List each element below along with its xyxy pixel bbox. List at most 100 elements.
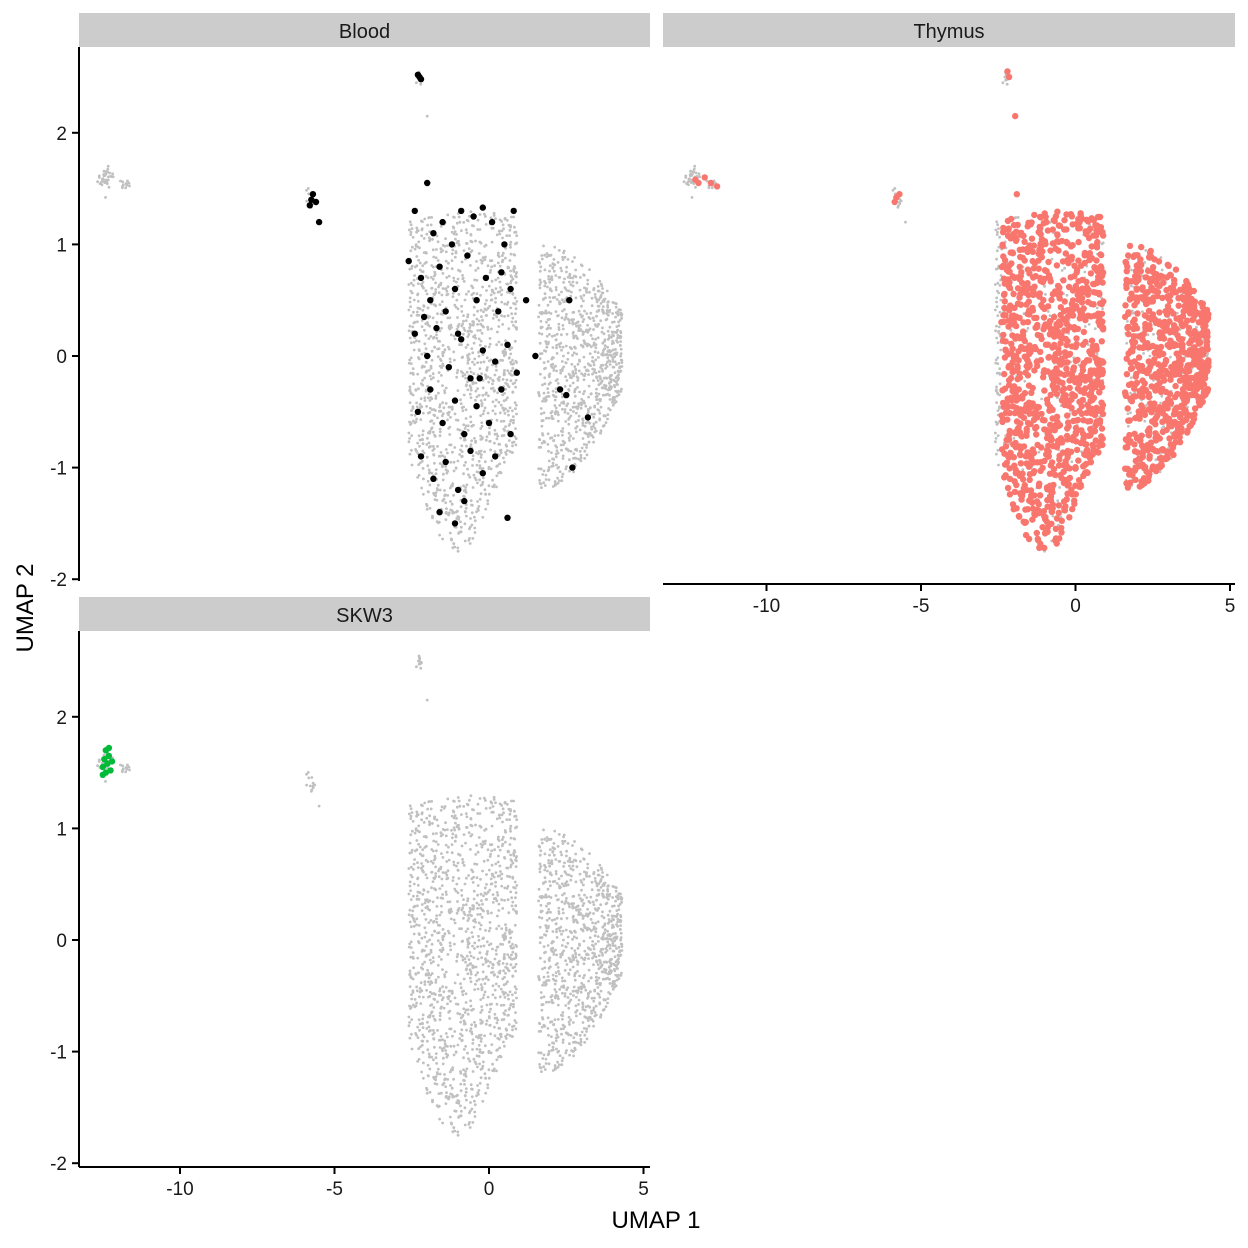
- background-cell-point: [446, 411, 450, 415]
- background-cell-point: [432, 336, 435, 340]
- background-cell-point: [487, 465, 491, 469]
- background-cell-point: [588, 317, 592, 320]
- highlight-cell-point: [1093, 257, 1100, 264]
- background-cell-point: [430, 286, 434, 290]
- background-cell-point: [497, 255, 501, 258]
- background-cell-point: [441, 384, 444, 387]
- background-cell-point: [481, 393, 485, 397]
- highlight-cell-point: [1041, 387, 1048, 394]
- background-cell-point: [457, 242, 461, 246]
- background-cell-point: [609, 380, 613, 384]
- background-cell-point: [546, 342, 550, 346]
- background-cell-point: [479, 293, 482, 297]
- background-cell-point: [616, 391, 619, 394]
- highlight-cell-point: [1013, 481, 1020, 489]
- background-cell-point: [461, 371, 465, 375]
- background-cell-point: [486, 328, 490, 331]
- background-cell-point: [1044, 293, 1047, 296]
- background-cell-point: [416, 320, 419, 324]
- highlight-cell-point: [420, 313, 428, 321]
- highlight-cell-point: [479, 470, 486, 477]
- background-cell-point: [573, 462, 577, 466]
- background-cell-point: [545, 320, 548, 324]
- background-cell-point: [514, 378, 518, 382]
- highlight-points: [306, 71, 592, 527]
- background-cell-point: [546, 285, 549, 289]
- background-cell-point: [590, 412, 594, 416]
- background-cell-point: [571, 405, 575, 409]
- background-cell-point: [551, 262, 555, 266]
- background-cell-point: [472, 341, 476, 345]
- background-cell-point: [425, 455, 429, 459]
- background-cell-point: [465, 370, 469, 374]
- background-cell-point: [514, 312, 517, 316]
- background-cell-point: [617, 324, 621, 327]
- background-cell-point: [619, 347, 623, 351]
- background-cell-point: [463, 539, 467, 543]
- background-cell-point: [555, 449, 559, 453]
- background-cell-point: [471, 320, 475, 323]
- background-cell-point: [511, 444, 514, 448]
- background-cell-point: [515, 326, 518, 330]
- background-cell-point: [584, 421, 588, 425]
- background-cell-point: [554, 338, 558, 342]
- background-cell-point: [474, 239, 477, 243]
- background-cell-point: [554, 412, 557, 416]
- background-cell-point: [557, 249, 561, 252]
- background-cell-point: [503, 315, 506, 318]
- background-cell-point: [996, 448, 1000, 452]
- background-cell-point: [599, 302, 603, 305]
- highlight-cell-point: [473, 403, 480, 410]
- background-cell-point: [539, 281, 543, 284]
- background-cell-point: [418, 444, 421, 448]
- background-cell-point: [430, 426, 434, 430]
- background-cell-point: [571, 260, 574, 263]
- background-cell-point: [998, 371, 1001, 375]
- background-cell-point: [443, 489, 446, 492]
- background-cell-point: [512, 267, 516, 271]
- background-cell-point: [510, 346, 514, 350]
- highlight-cell-point: [569, 464, 576, 471]
- background-cell-point: [418, 461, 422, 465]
- background-cell-point: [466, 315, 469, 319]
- highlight-cell-point: [498, 269, 505, 276]
- background-cell-point: [423, 328, 426, 332]
- background-cell-point: [431, 316, 435, 320]
- background-cell-point: [604, 367, 607, 370]
- background-cell-point: [475, 317, 479, 321]
- background-cell-point: [450, 538, 453, 542]
- background-cell-point: [413, 247, 417, 251]
- background-cell-point: [459, 402, 463, 406]
- background-cell-point: [471, 464, 474, 467]
- background-cell-point: [542, 244, 545, 248]
- background-cell-point: [550, 275, 554, 279]
- background-cell-point: [515, 300, 519, 303]
- background-cell-point: [608, 398, 612, 401]
- background-cell-point: [411, 406, 415, 410]
- background-cell-point: [475, 451, 478, 454]
- background-cell-point: [445, 276, 449, 279]
- background-cell-point: [468, 384, 472, 388]
- background-cell-point: [564, 315, 568, 319]
- highlight-cell-point: [1059, 258, 1067, 265]
- background-cell-point: [897, 204, 900, 208]
- background-cell-point: [438, 430, 442, 434]
- background-cell-point: [513, 381, 516, 385]
- background-cell-point: [606, 329, 610, 333]
- background-cell-point: [596, 289, 600, 293]
- background-cell-point: [491, 379, 495, 383]
- background-cell-point: [560, 448, 563, 452]
- background-cell-point: [566, 402, 570, 405]
- background-cell-point: [505, 303, 509, 306]
- background-cell-point: [464, 491, 468, 494]
- background-cell-point: [582, 392, 585, 396]
- background-cell-point: [995, 249, 999, 253]
- background-cell-point: [1026, 326, 1030, 330]
- background-cell-point: [561, 345, 565, 349]
- background-cell-point: [562, 354, 565, 358]
- background-cell-point: [571, 276, 574, 280]
- background-cell-point: [491, 309, 495, 312]
- background-cell-point: [558, 302, 561, 306]
- background-cell-point: [420, 366, 424, 369]
- background-cell-point: [472, 313, 476, 317]
